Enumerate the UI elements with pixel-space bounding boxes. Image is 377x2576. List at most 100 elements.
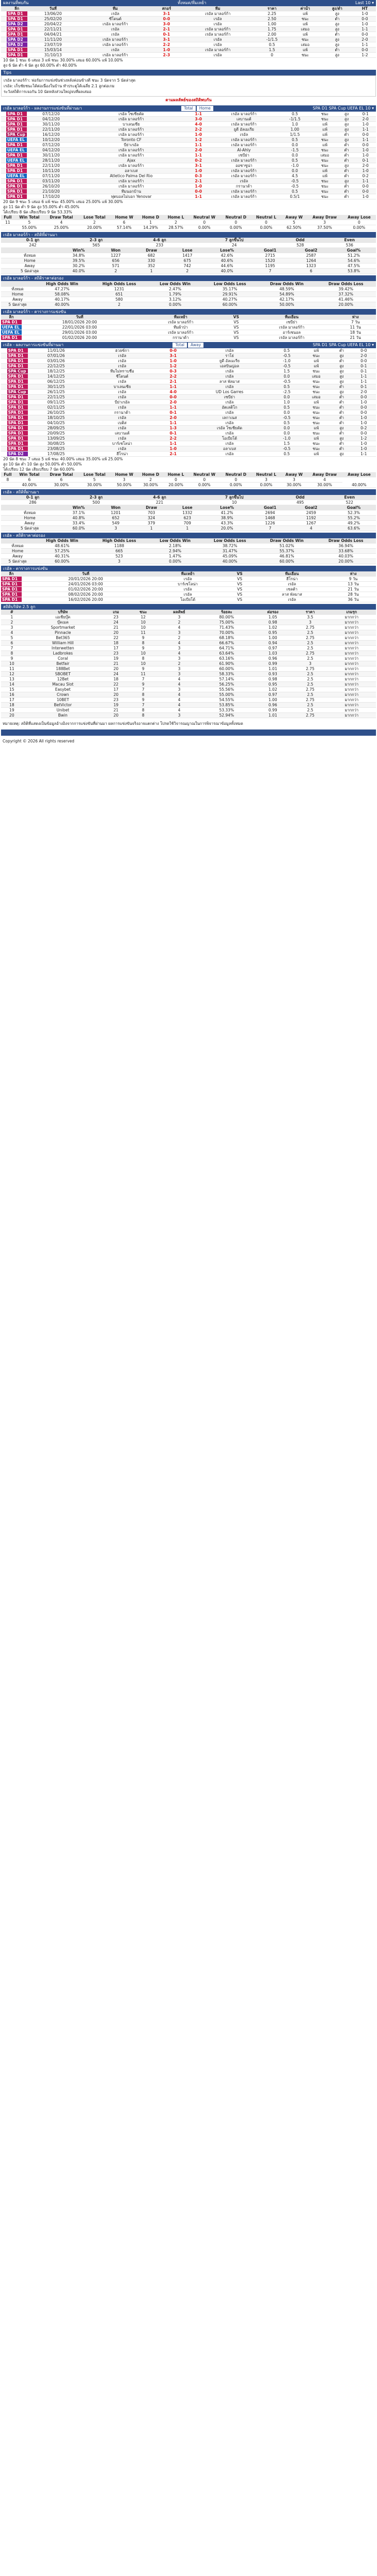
match-score: 2-2 bbox=[151, 42, 182, 48]
match-row[interactable]: SPA D1 13/09/25 เรอัล 2-2 โอเบียโด้ -1.0 แพ้ สู… bbox=[1, 436, 376, 441]
match-row[interactable]: SPA D1 04/12/20 เรอัล มาลอร์ก้า 3-0 เลบานเต้… bbox=[1, 116, 376, 122]
match-row[interactable]: SPA D1 02/11/25 เรอัล 1-1 อัตเลติโก 0.5 ชนะ ต่ำ… bbox=[1, 405, 376, 410]
fixture-row[interactable]: SPA D1 01/02/2026 20:00 กรานาด้า VS เรอัล มา… bbox=[1, 335, 376, 340]
stat-value: 0 bbox=[163, 477, 189, 483]
over-under-result: ต่ำ bbox=[338, 142, 355, 148]
match-row[interactable]: SPA Cup 18/12/25 ทีมไม่ทราบชื่อ 0-3 เรอัล 1.5… bbox=[1, 368, 376, 374]
match-row[interactable]: SPA D1 30/11/20 บาเลนเซีย 4-0 เรอัล มาลอร์ก้… bbox=[1, 121, 376, 128]
row-index bbox=[1, 399, 7, 405]
fixture-row[interactable]: SPA D1 20/01/2026 20:00 เรอัล VS ฮีโรน่า 9 วั… bbox=[1, 576, 376, 582]
match-row[interactable]: UEFA EL 10/12/20 Toronto CF 1-2 เรอัล มาลอร์… bbox=[1, 137, 376, 143]
match-row[interactable]: SPA D1 18/10/25 เรอัล 2-0 เลกาเนส -0.5 ชนะ ต่ำ 1… bbox=[1, 415, 376, 421]
match-row[interactable]: SPA D1 22/11/21 เรอัล 2-1 เรอัล มาลอร์ก้า 1.7… bbox=[1, 26, 376, 33]
over-under-result: ต่ำ bbox=[332, 430, 352, 436]
fixture-row[interactable]: SPA D1 18/01/2026 20:00 เรอัล มาลอร์ก้า VS เ… bbox=[1, 319, 376, 325]
stat-value: 1520 bbox=[249, 258, 291, 264]
fixture-date: 01/02/2026 20:00 bbox=[22, 335, 138, 340]
stat-value: 38.72% bbox=[202, 543, 258, 549]
match-row[interactable]: UEFA EL 28/11/20 Ajax 0-2 เรอัล มาลอร์ก้า 0.5… bbox=[1, 158, 376, 164]
tips-box: เรอัล มาลอร์ก้า: ฟอร์มการแข่งขันช่วงหลัง… bbox=[1, 75, 376, 97]
match-row[interactable]: SPA D1 20/09/25 เลบานเต้ 0-1 เรอัล 0.0 ชนะ ต่ำ 0… bbox=[1, 430, 376, 436]
match-row[interactable]: SPA D2 23/07/19 เรอัล มาลอร์ก้า 2-2 เรอัล 0.5… bbox=[1, 42, 376, 48]
row-label: 20 bbox=[1, 712, 23, 719]
match-row[interactable]: SPA D1 04/04/21 เรอัล 0-1 เรอัล มาลอร์ก้า 2.0… bbox=[1, 32, 376, 38]
home-team-name: เรอัล bbox=[84, 415, 160, 421]
goal-count: 495 bbox=[277, 500, 323, 505]
match-row[interactable]: SPA D1 21/10/20 ทีมนอกบ้าน 0-0 เรอัล มาลอร์ก… bbox=[1, 189, 376, 195]
match-row[interactable]: SPA D1 09/11/25 บีย่าเรอัล 2-0 เรอัล 1.0 แพ้ ต่… bbox=[1, 399, 376, 405]
match-row[interactable]: SPA D1 31/10/13 เรอัล มาลอร์ก้า 2-3 เรอัล 0 ชน… bbox=[1, 52, 376, 58]
match-row[interactable]: SPA D1 22/12/25 เรอัล 1-2 เอสปันญ่อล -0.5 แพ้ส… bbox=[1, 363, 376, 369]
home-team-name: เรอัล มาลอร์ก้า bbox=[75, 163, 187, 169]
handicap-result: ชนะ bbox=[311, 189, 338, 195]
fixture-row[interactable]: UEFA EL 29/01/2026 03:00 เรอัล มาลอร์ก้า VS… bbox=[1, 330, 376, 335]
tab-total[interactable]: Total bbox=[172, 342, 187, 348]
count-select[interactable]: Last 10 ▾ bbox=[355, 1, 374, 5]
row-index bbox=[1, 441, 7, 446]
match-row[interactable]: SPA D1 22/11/20 เรอัล มาลอร์ก้า 3-1 ออซาซูน่… bbox=[1, 163, 376, 169]
fixture-row[interactable]: SPA D1 08/02/2026 20:00 เรอัล VS ลาส พัลมาส 2… bbox=[1, 592, 376, 598]
match-row[interactable]: SPA D2 11/11/20 เรอัล มาลอร์ก้า 3-1 เรอัล -1/… bbox=[1, 37, 376, 43]
fixture-row[interactable]: UEFA EL 22/01/2026 03:00 ทีมผ้าป่า VS เรอัล … bbox=[1, 324, 376, 330]
match-date: 26/10/20 bbox=[26, 183, 75, 190]
match-score: 0-2 bbox=[187, 158, 210, 164]
match-row[interactable]: SPA D1 30/11/25 บาเลนเซีย 1-1 เรอัล 0.5 ชนะ ต่ำ… bbox=[1, 384, 376, 390]
handicap-odds: -0.5 bbox=[273, 353, 301, 359]
half-time-score: 2-0 bbox=[351, 353, 376, 359]
tab-total[interactable]: Total bbox=[181, 106, 196, 112]
column-header: Won bbox=[99, 248, 133, 254]
tip-line: เรอัล มาลอร์ก้า: ฟอร์มการแข่งขันช่วงหลัง… bbox=[4, 78, 136, 83]
match-row[interactable]: SPA D1 17/10/20 ฟุตบอลไม่บอก Yenovar 1-1 เรอ… bbox=[1, 194, 376, 200]
match-row[interactable]: SPA D1 28/09/25 เรอัล 1-3 เรอัล โซเซียดัด 0.0… bbox=[1, 425, 376, 431]
match-row[interactable]: SPA D1 22/11/25 เรอัล 0-0 เซบีย่า 0.0 เสมอ ต่ำ 0… bbox=[1, 394, 376, 400]
stat-value: 7 bbox=[249, 268, 291, 274]
match-row[interactable]: SPA D2 17/08/25 ฮีโรน่า 2-1 เรอัล 0.5 แพ้ สูง 1-… bbox=[1, 451, 376, 457]
column-header: High Odds Loss bbox=[90, 281, 149, 287]
fixture-row[interactable]: SPA D1 01/02/2026 20:00 เรอัล VS เซลต้า 21 วั… bbox=[1, 586, 376, 593]
tab-home[interactable]: Home bbox=[196, 106, 213, 112]
match-row[interactable]: SPA D1 11/01/26 ฮวยซ์กา 0-0 เรอัล 0.5 แพ้ ต่ำ 0-… bbox=[1, 348, 376, 353]
match-row[interactable]: SPA D1 30/08/25 บาร์เซโลน่า 1-1 เรอัล 1.5 ชนะต… bbox=[1, 441, 376, 446]
column-header: ร้อยละ bbox=[200, 610, 253, 615]
match-row[interactable]: SPA D2 20/04/22 เรอัล มาลอร์ก้า 3-0 เรอัล 1.0… bbox=[1, 21, 376, 27]
handicap-odds: -1/1.5 bbox=[278, 116, 312, 122]
match-row[interactable]: SPA Cup 16/12/20 เรอัล มาลอร์ก้า 1-0 เรอัล 1/… bbox=[1, 132, 376, 138]
match-row[interactable]: SPA D1 04/10/25 เบติส 1-1 เรอัล 0.5 ชนะ ต่ำ 1-0 bbox=[1, 420, 376, 426]
match-row[interactable]: SPA D1 30/11/20 เรอัล มาลอร์ก้า 1-1 เซบีย่า 0… bbox=[1, 152, 376, 159]
match-row[interactable]: SPA D1 25/02/20 ซีโดนต์ 0-0 เรอัล 2.50 ชนะ ต่ำ 0… bbox=[1, 16, 376, 22]
match-row[interactable]: UEFA EL 04/12/20 เรอัล มาลอร์ก้า 2-0 Al-Ahly… bbox=[1, 147, 376, 153]
tab-away[interactable]: Away bbox=[188, 342, 204, 348]
match-row[interactable]: SPA D1 07/01/26 เรอัล 3-1 ราโย่ -0.5 ชนะ สูง 2-0 bbox=[1, 353, 376, 359]
handicap-odds: 0.0 bbox=[273, 430, 301, 436]
home-form-header: เรอัล มาลอร์ก้า - ผลงานการแข่งขันที่ผ่าน… bbox=[1, 105, 376, 112]
stat-value: 30.00% bbox=[281, 482, 307, 488]
match-row[interactable]: SPA D1 13/06/20 เรอัล 3-1 เรอัล มาลอร์ก้า 2.2… bbox=[1, 11, 376, 17]
home-team-name: เรอัล bbox=[84, 379, 160, 384]
match-row[interactable]: SPA D1 10/11/20 อลาเบส 1-0 เรอัล มาลอร์ก้า 0.… bbox=[1, 168, 376, 174]
match-row[interactable]: SPA D1 06/12/25 เรอัล 2-1 ลาส พัลมาส -0.5 ชนะส… bbox=[1, 379, 376, 384]
match-row[interactable]: SPA D1 26/10/20 เรอัล มาลอร์ก้า 1-0 กรานาด้า… bbox=[1, 183, 376, 190]
tips-header: Tips bbox=[1, 70, 376, 76]
handicap-result: แพ้ bbox=[311, 168, 338, 174]
match-score: 2-1 bbox=[151, 26, 182, 33]
match-row[interactable]: SPA D1 14/12/25 ซีโดนต์ 2-2 เรอัล 0.0 เสมอ สูง 1… bbox=[1, 374, 376, 379]
match-row[interactable]: SPA D1 07/12/20 บีย่าเรอัล 1-1 เรอัล มาลอร์ก… bbox=[1, 142, 376, 148]
league-filters[interactable]: SPA D1 SPA Cup UEFA EL 10 ▾ bbox=[312, 106, 374, 111]
column-header: ทีมเหย้า bbox=[149, 571, 226, 577]
match-row[interactable]: SPA D1 26/10/25 กรานาด้า 0-1 เรอัล 0.0 ชนะ ต่ำ 0… bbox=[1, 410, 376, 415]
match-row[interactable]: SPA D1 23/08/25 เรอัล 1-0 อลาเบส -0.5 ชนะ ต่ำ 1-… bbox=[1, 446, 376, 452]
fixture-row[interactable]: SPA D1 16/02/2026 20:00 โอเบียโด้ VS เรอัล 36… bbox=[1, 597, 376, 603]
league-filters[interactable]: SPA D1 SPA Cup UEFA EL 10 ▾ bbox=[312, 342, 374, 347]
match-row[interactable]: SPA Cup 26/11/25 เรอัล 4-0 UD Los Garres -2.5… bbox=[1, 389, 376, 395]
match-row[interactable]: SPA D1 15/03/14 เรอัล 1-0 เรอัล มาลอร์ก้า 1.5… bbox=[1, 47, 376, 53]
row-label: 15 bbox=[1, 687, 23, 693]
fixture-row[interactable]: SPA D1 24/01/2026 03:00 บาร์เซโลน่า VS เรอัล… bbox=[1, 581, 376, 587]
match-row[interactable]: UEFA EL 07/11/20 Atletico Palma Del Rio 0-3… bbox=[1, 173, 376, 179]
column-header: Draw Odds Loss bbox=[316, 538, 376, 544]
match-row[interactable]: SPA D1 07/12/20 เรอัล โซเซียดัด 1-1 เรอัล มา… bbox=[1, 112, 376, 117]
filter-label[interactable]: ทั้งหมด/ทีมเหย้า bbox=[178, 1, 207, 5]
match-row[interactable]: SPA D1 22/11/20 เรอัล มาลอร์ก้า 2-2 ยูดี อัล… bbox=[1, 127, 376, 133]
match-row[interactable]: SPA D1 03/11/20 เรอัล มาลอร์ก้า 2-1 เรอัล -0.… bbox=[1, 178, 376, 184]
match-row[interactable]: SPA D1 03/01/26 เรอัล 1-0 ยูดี อัลเมเรีย -1.0… bbox=[1, 358, 376, 364]
